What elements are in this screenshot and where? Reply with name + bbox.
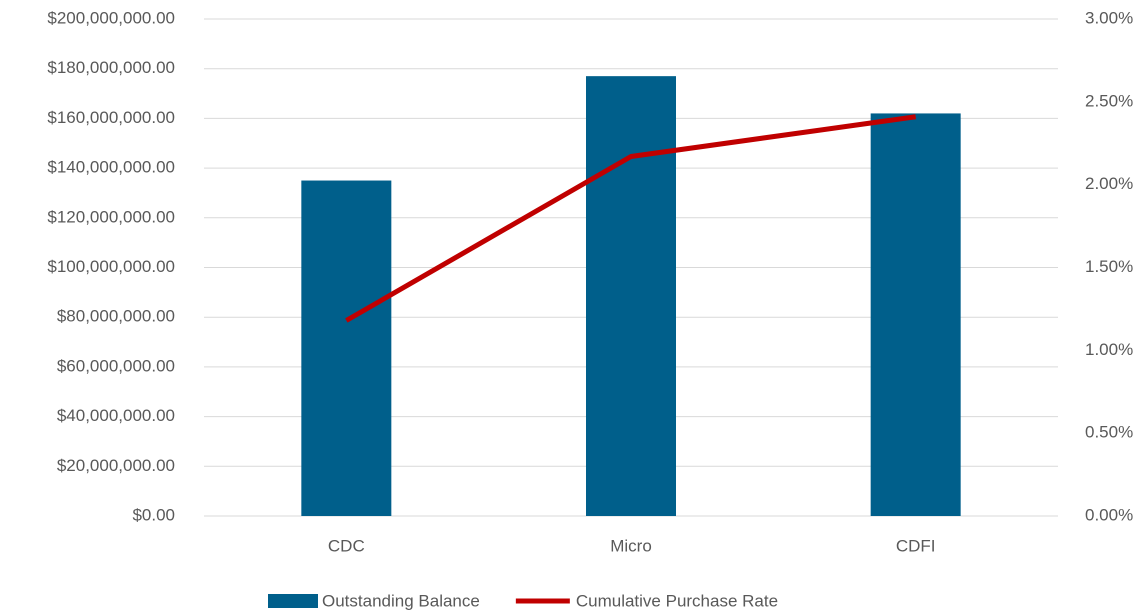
y2-tick-label: 2.00% (1085, 174, 1133, 193)
legend-label: Outstanding Balance (322, 591, 480, 610)
x-tick-label: Micro (610, 536, 652, 555)
y-tick-label: $80,000,000.00 (57, 307, 175, 326)
y-tick-label: $160,000,000.00 (47, 108, 175, 127)
x-tick-label: CDC (328, 536, 365, 555)
y-tick-label: $20,000,000.00 (57, 456, 175, 475)
y2-tick-label: 0.00% (1085, 505, 1133, 524)
y-tick-label: $0.00 (132, 505, 175, 524)
y-tick-label: $120,000,000.00 (47, 207, 175, 226)
legend-label: Cumulative Purchase Rate (576, 591, 778, 610)
y-tick-label: $60,000,000.00 (57, 356, 175, 375)
y2-tick-label: 3.00% (1085, 8, 1133, 27)
bar (870, 113, 961, 517)
legend-swatch (268, 594, 318, 608)
bar (301, 180, 392, 516)
y2-tick-label: 1.00% (1085, 340, 1133, 359)
x-tick-label: CDFI (896, 536, 936, 555)
line (345, 114, 917, 323)
y2-tick-label: 1.50% (1085, 257, 1133, 276)
y2-tick-label: 2.50% (1085, 91, 1133, 110)
y2-tick-label: 0.50% (1085, 423, 1133, 442)
y-tick-label: $40,000,000.00 (57, 406, 175, 425)
y-tick-label: $200,000,000.00 (47, 8, 175, 27)
y-tick-label: $100,000,000.00 (47, 257, 175, 276)
y-tick-label: $180,000,000.00 (47, 58, 175, 77)
bar (586, 76, 676, 516)
y-tick-label: $140,000,000.00 (47, 158, 175, 177)
